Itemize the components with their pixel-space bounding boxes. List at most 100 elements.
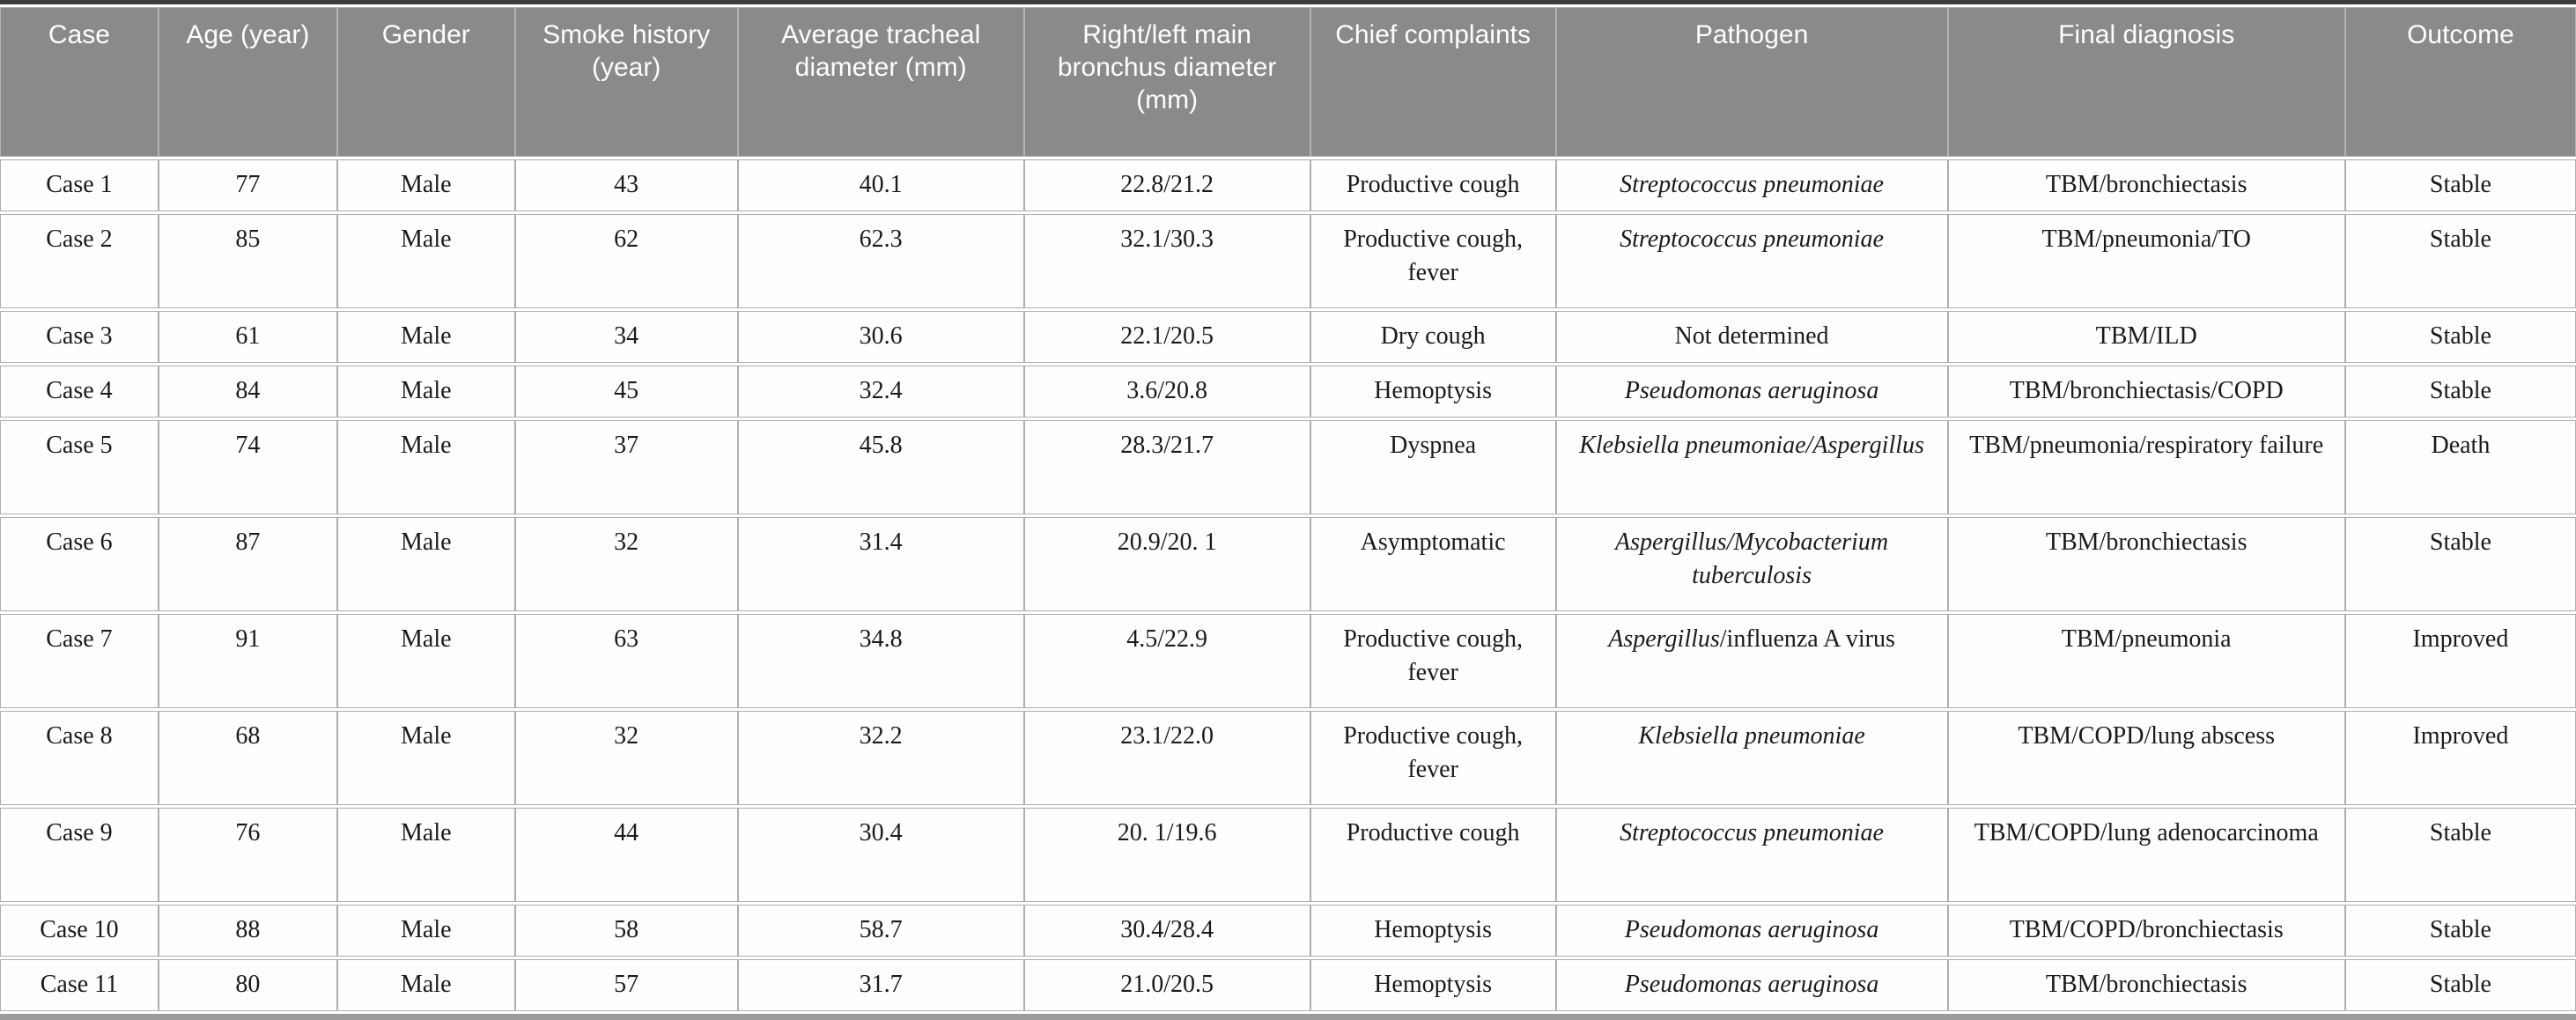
cell-diagnosis: TBM/bronchiectasis [1947, 159, 2345, 211]
column-header-pathogen: Pathogen [1555, 7, 1948, 157]
cell-diagnosis: TBM/COPD/lung adenocarcinoma [1947, 808, 2345, 902]
table-row: Case 10 88 Male 58 58.7 30.4/28.4 Hemoptysis Ps… [0, 905, 2576, 957]
cell-bronchus: 20.9/20. 1 [1023, 517, 1310, 611]
table-row: Case 9 76 Male 44 30.4 20. 1/19.6 Productive c… [0, 808, 2576, 902]
cell-age: 84 [158, 366, 337, 418]
cell-age: 61 [158, 311, 337, 363]
cell-smoke: 37 [514, 420, 738, 514]
cell-tracheal: 32.2 [737, 711, 1024, 805]
cell-tracheal: 62.3 [737, 214, 1024, 308]
cell-smoke: 34 [514, 311, 738, 363]
cell-smoke: 45 [514, 366, 738, 418]
pathogen-name: Streptococcus pneumoniae [1620, 171, 1884, 198]
table-row: Case 2 85 Male 62 62.3 32.1/30.3 Productive co… [0, 214, 2576, 308]
cell-case: Case 5 [0, 420, 159, 514]
cell-complaints: Productive cough, fever [1310, 711, 1556, 805]
cell-bronchus: 21.0/20.5 [1023, 959, 1310, 1011]
cell-tracheal: 34.8 [737, 614, 1024, 708]
cell-bronchus: 22.1/20.5 [1023, 311, 1310, 363]
cell-complaints: Dry cough [1310, 311, 1556, 363]
pathogen-name: Aspergillus [1608, 625, 1720, 653]
cell-gender: Male [336, 517, 515, 611]
cell-smoke: 43 [514, 159, 738, 211]
cell-age: 80 [158, 959, 337, 1011]
column-header-final-diagnosis: Final diagnosis [1947, 7, 2345, 157]
column-header-case: Case [0, 7, 159, 157]
cell-complaints: Productive cough, fever [1310, 214, 1556, 308]
pathogen-name: Klebsiella pneumoniae [1638, 722, 1865, 750]
cell-diagnosis: TBM/COPD/lung abscess [1947, 711, 2345, 805]
cell-case: Case 8 [0, 711, 159, 805]
cell-smoke: 44 [514, 808, 738, 902]
cell-diagnosis: TBM/pneumonia [1947, 614, 2345, 708]
pathogen-name: Pseudomonas aeruginosa [1624, 916, 1879, 943]
cell-gender: Male [336, 420, 515, 514]
cell-tracheal: 40.1 [737, 159, 1024, 211]
cell-age: 87 [158, 517, 337, 611]
cell-age: 77 [158, 159, 337, 211]
cell-diagnosis: TBM/ILD [1947, 311, 2345, 363]
cell-case: Case 10 [0, 905, 159, 957]
cell-pathogen: Klebsiella pneumoniae [1555, 711, 1948, 805]
table-header-row: Case Age (year) Gender Smoke history (ye… [0, 7, 2576, 157]
pathogen-text: Not determined [1674, 322, 1829, 350]
table-row: Case 3 61 Male 34 30.6 22.1/20.5 Dry cough Not … [0, 311, 2576, 363]
cell-gender: Male [336, 808, 515, 902]
cell-smoke: 58 [514, 905, 738, 957]
cell-case: Case 2 [0, 214, 159, 308]
cell-tracheal: 31.4 [737, 517, 1024, 611]
cell-case: Case 1 [0, 159, 159, 211]
cell-tracheal: 45.8 [737, 420, 1024, 514]
cell-diagnosis: TBM/bronchiectasis [1947, 517, 2345, 611]
cell-bronchus: 4.5/22.9 [1023, 614, 1310, 708]
pathogen-name: Streptococcus pneumoniae [1620, 819, 1884, 846]
cell-case: Case 4 [0, 366, 159, 418]
cell-diagnosis: TBM/bronchiectasis [1947, 959, 2345, 1011]
cell-complaints: Asymptomatic [1310, 517, 1556, 611]
cell-case: Case 3 [0, 311, 159, 363]
cell-bronchus: 28.3/21.7 [1023, 420, 1310, 514]
cell-age: 68 [158, 711, 337, 805]
cell-outcome: Improved [2344, 711, 2576, 805]
pathogen-text: /influenza A virus [1719, 625, 1895, 653]
cell-outcome: Stable [2344, 366, 2576, 418]
cell-outcome: Stable [2344, 808, 2576, 902]
cell-smoke: 57 [514, 959, 738, 1011]
cell-case: Case 6 [0, 517, 159, 611]
cell-outcome: Stable [2344, 311, 2576, 363]
cell-outcome: Stable [2344, 214, 2576, 308]
cell-diagnosis: TBM/pneumonia/TO [1947, 214, 2345, 308]
column-header-tracheal-diameter: Average tracheal diameter (mm) [737, 7, 1024, 157]
cell-tracheal: 30.6 [737, 311, 1024, 363]
cell-complaints: Hemoptysis [1310, 366, 1556, 418]
pathogen-name: Pseudomonas aeruginosa [1624, 971, 1879, 998]
cell-complaints: Productive cough [1310, 808, 1556, 902]
cell-age: 76 [158, 808, 337, 902]
cell-complaints: Productive cough [1310, 159, 1556, 211]
cell-tracheal: 58.7 [737, 905, 1024, 957]
cell-complaints: Dyspnea [1310, 420, 1556, 514]
cell-bronchus: 30.4/28.4 [1023, 905, 1310, 957]
pathogen-name: Pseudomonas aeruginosa [1624, 377, 1879, 404]
cell-bronchus: 3.6/20.8 [1023, 366, 1310, 418]
column-header-smoke-history: Smoke history (year) [514, 7, 738, 157]
cell-complaints: Hemoptysis [1310, 959, 1556, 1011]
cell-outcome: Stable [2344, 159, 2576, 211]
cell-gender: Male [336, 905, 515, 957]
cell-diagnosis: TBM/bronchiectasis/COPD [1947, 366, 2345, 418]
cell-bronchus: 23.1/22.0 [1023, 711, 1310, 805]
cell-smoke: 32 [514, 711, 738, 805]
cell-bronchus: 32.1/30.3 [1023, 214, 1310, 308]
cell-tracheal: 30.4 [737, 808, 1024, 902]
cell-diagnosis: TBM/pneumonia/respiratory failure [1947, 420, 2345, 514]
cell-tracheal: 31.7 [737, 959, 1024, 1011]
cell-age: 74 [158, 420, 337, 514]
column-header-chief-complaints: Chief complaints [1310, 7, 1556, 157]
cell-outcome: Death [2344, 420, 2576, 514]
cell-tracheal: 32.4 [737, 366, 1024, 418]
cell-pathogen: Aspergillus/Mycobacterium tuberculosis [1555, 517, 1948, 611]
table-row: Case 8 68 Male 32 32.2 23.1/22.0 Productive co… [0, 711, 2576, 805]
cell-smoke: 63 [514, 614, 738, 708]
cell-pathogen: Streptococcus pneumoniae [1555, 159, 1948, 211]
